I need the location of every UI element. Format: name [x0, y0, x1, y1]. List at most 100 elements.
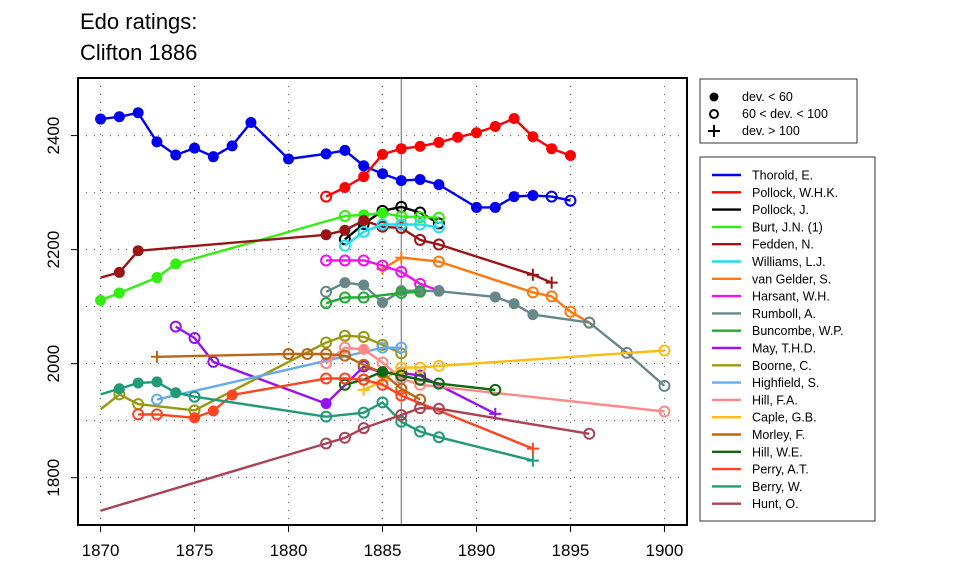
series-highfield-s [150, 341, 408, 406]
data-point-filled [339, 224, 351, 236]
legend-item: van Gelder, S. [712, 272, 831, 286]
data-point-open [357, 291, 370, 304]
legend-label: Morley, F. [752, 428, 805, 442]
data-point-open [338, 329, 351, 342]
data-point-filled [113, 111, 125, 123]
legend-label: Harsant, W.H. [752, 290, 830, 304]
legend-item: Rumboll, A. [712, 307, 816, 321]
y-tick-label: 1800 [44, 459, 63, 497]
data-point-open [320, 297, 333, 310]
data-point-plus [545, 276, 558, 289]
data-point-filled [95, 294, 107, 306]
chart-title-line-2: Clifton 1886 [80, 40, 197, 65]
series-legend: Thorold, E. Pollock, W.H.K. Pollock, J. Bur… [699, 156, 876, 522]
data-point-filled [395, 175, 407, 187]
data-point-open [150, 393, 163, 406]
y-tick-label: 2200 [44, 231, 63, 269]
marker-legend: dev. < 60 60 < dev. < 100 dev. > 100 [699, 78, 858, 144]
series-line [326, 259, 440, 292]
legend-label: Fedden, N. [752, 238, 814, 252]
marker-legend-label: 60 < dev. < 100 [742, 107, 828, 121]
data-point-plus [526, 268, 539, 281]
data-point-open [658, 405, 671, 418]
data-point-plus [395, 251, 408, 264]
data-point-filled [470, 127, 482, 139]
data-point-filled [113, 287, 125, 299]
legend-label: Thorold, E. [752, 169, 813, 183]
data-point-filled [489, 291, 501, 303]
x-tick-label: 1900 [646, 541, 684, 560]
series-line [325, 117, 571, 198]
legend-label: Pollock, J. [752, 203, 809, 217]
data-point-open [338, 372, 351, 385]
data-point-open [395, 210, 408, 223]
legend-item: Pollock, W.H.K. [712, 186, 838, 200]
data-point-open [414, 218, 427, 231]
legend-item: Burt, J.N. (1) [712, 220, 823, 234]
series-williams-l-j [338, 218, 445, 252]
series-buncombe-w-p [320, 285, 427, 310]
data-point-open [545, 190, 558, 203]
series-layer [95, 107, 671, 512]
series-perry-a-t [132, 372, 539, 455]
data-point-open [338, 291, 351, 304]
series-line [325, 290, 421, 305]
series-legend-box [699, 156, 876, 522]
filled-marker-icon [709, 92, 719, 102]
data-point-open [207, 355, 220, 368]
data-point-open [658, 379, 671, 392]
open-marker-icon [709, 109, 719, 119]
data-point-filled [395, 143, 407, 155]
data-point-filled [527, 131, 539, 143]
legend-label: Hill, F.A. [752, 393, 798, 407]
data-point-plus [526, 454, 539, 467]
data-point-filled [358, 171, 370, 183]
data-point-open [320, 437, 333, 450]
x-axis: 1870 1875 1880 1885 1890 1895 1900 [82, 525, 684, 560]
data-point-open [338, 378, 351, 391]
data-point-open [414, 211, 427, 224]
data-point-open [376, 341, 389, 354]
data-point-filled [189, 142, 201, 154]
data-point-open [395, 408, 408, 421]
data-point-open [414, 402, 427, 415]
data-point-filled [320, 229, 332, 241]
data-point-open [132, 408, 145, 421]
data-point-open [376, 378, 389, 391]
data-point-filled [339, 277, 351, 289]
legend-label: Rumboll, A. [752, 307, 816, 321]
series-line [156, 346, 402, 401]
legend-item: Pollock, J. [712, 203, 809, 217]
legend-item: Fedden, N. [712, 238, 814, 252]
data-point-open [545, 290, 558, 303]
legend-item: Williams, L.J. [712, 255, 826, 269]
data-point-filled [508, 112, 520, 124]
legend-item: Caple, G.B. [712, 411, 817, 425]
data-point-open [414, 285, 427, 298]
data-point-open [301, 347, 314, 360]
legend-item: Morley, F. [712, 428, 805, 442]
data-point-open [320, 347, 333, 360]
data-point-filled [339, 181, 351, 193]
y-axis: 1800 2000 2200 2400 [44, 117, 78, 497]
legend-item: Perry, A.T. [712, 463, 809, 477]
data-point-open [395, 218, 408, 231]
plus-marker-icon [708, 125, 720, 137]
data-point-filled [377, 168, 388, 180]
data-point-filled [358, 160, 370, 172]
data-point-filled [151, 376, 163, 388]
legend-label: May, T.H.D. [752, 342, 816, 356]
data-point-open [357, 406, 370, 419]
data-point-open [583, 316, 596, 329]
series-van-gelder-s [376, 251, 596, 329]
data-point-filled [377, 148, 388, 160]
x-tick-label: 1890 [458, 541, 496, 560]
data-point-filled [339, 144, 351, 156]
series-pollock-w-h-k [320, 112, 576, 203]
data-point-open [338, 209, 351, 222]
series-line [363, 349, 665, 391]
data-point-filled [433, 285, 445, 297]
data-point-open [395, 415, 408, 428]
data-point-filled [489, 120, 501, 132]
data-point-open [320, 372, 333, 385]
